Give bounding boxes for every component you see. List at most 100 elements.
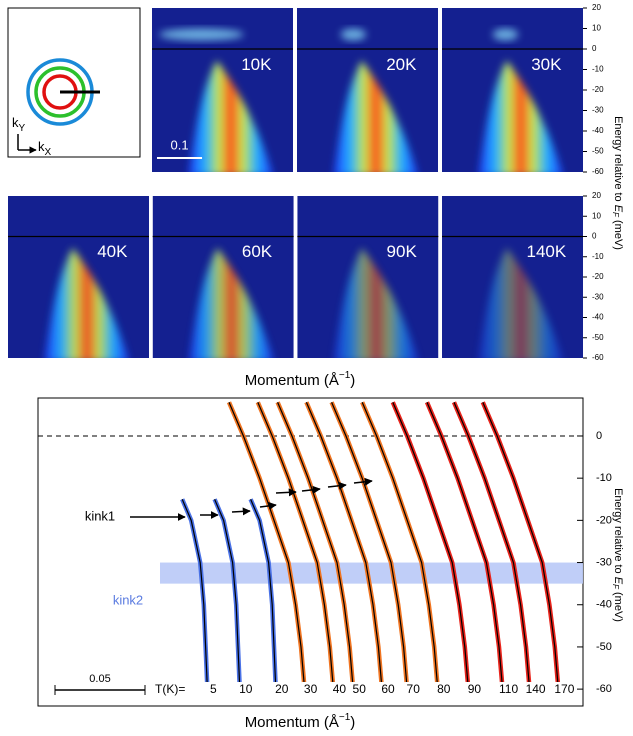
label-background xyxy=(404,682,423,698)
temperature-label: 20 xyxy=(275,682,289,696)
panel xyxy=(442,8,583,172)
panel xyxy=(297,8,438,172)
y-tick-label: -50 xyxy=(596,641,612,653)
y-tick-label: 10 xyxy=(592,24,601,33)
y-tick-label: 10 xyxy=(592,211,601,220)
label-part: (meV) xyxy=(612,217,624,250)
fit-line xyxy=(331,401,408,690)
fit-line xyxy=(361,401,439,690)
fit-line xyxy=(181,499,208,690)
label-background xyxy=(272,682,291,698)
y-tick-label: -30 xyxy=(592,292,604,301)
temperature-label: 10 xyxy=(239,682,253,696)
temperature-label: 60K xyxy=(242,242,273,261)
y-tick-label: -20 xyxy=(596,514,612,526)
lower-chart: 0 -10 -20 -30 -40 -50 -60 5 10 20 30 40 50 60 70 80 90 11… xyxy=(38,401,612,698)
arrow xyxy=(275,488,297,497)
fit-line xyxy=(214,499,241,690)
thermal-intensity xyxy=(340,28,367,41)
label-part: ) xyxy=(350,714,355,731)
kink2-band xyxy=(160,562,583,584)
y-tick-label: -40 xyxy=(592,126,604,135)
y-tick-label: -40 xyxy=(592,313,604,322)
y-tick-label: -10 xyxy=(592,65,604,74)
fit-line xyxy=(277,401,354,690)
panel xyxy=(297,196,439,358)
arrow xyxy=(353,477,373,486)
fit-line xyxy=(250,499,277,690)
panel xyxy=(152,8,293,172)
temperature-label: 80 xyxy=(437,682,451,696)
fit-line xyxy=(305,401,383,690)
x-axis-label: Momentum (Å−1) xyxy=(245,712,356,731)
label-background xyxy=(465,682,484,698)
label-part: Energy relative to xyxy=(612,488,624,577)
spectral-intensity xyxy=(334,247,418,358)
kx-label: kX xyxy=(38,139,52,157)
temperature-label: 30 xyxy=(304,682,318,696)
scale-bar-label: 0.05 xyxy=(89,673,110,685)
label-part: (meV) xyxy=(612,589,624,622)
y-tick-label: -50 xyxy=(592,147,604,156)
y-tick-label: 20 xyxy=(592,3,601,12)
fit-line xyxy=(426,401,504,690)
label-background xyxy=(204,682,223,698)
fit-line xyxy=(257,401,334,690)
temperature-label: 50 xyxy=(353,682,367,696)
ky-subscript: Y xyxy=(19,123,26,134)
label-background xyxy=(379,682,397,698)
spectral-intensity xyxy=(334,60,417,172)
y-tick-label: 0 xyxy=(596,430,602,442)
fit-line xyxy=(228,401,306,690)
ky-symbol: k xyxy=(12,115,19,130)
temperature-label: 170 xyxy=(554,682,574,696)
y-tick-label: -10 xyxy=(592,252,604,261)
temperature-label: 140K xyxy=(526,242,566,261)
y-tick-label: -20 xyxy=(592,272,604,281)
y-tick-label: -60 xyxy=(592,167,604,176)
y-tick-label: 0 xyxy=(592,44,597,53)
y-tick-label: -20 xyxy=(592,85,604,94)
scale-bar-label: 0.1 xyxy=(170,137,188,152)
label-background xyxy=(434,682,453,698)
spectral-intensity xyxy=(189,247,273,358)
temperature-label: 20K xyxy=(386,55,417,74)
y-tick-label: -10 xyxy=(596,472,612,484)
label-part: E xyxy=(612,205,624,213)
label-background xyxy=(330,682,349,698)
y-axis-label: Energy relative to EF (meV) xyxy=(611,116,624,250)
temperature-label: 5 xyxy=(210,682,217,696)
label-sup: −1 xyxy=(339,370,351,381)
fit-line xyxy=(392,401,469,690)
spectral-intensity xyxy=(479,60,562,172)
temperature-label: 40K xyxy=(97,242,128,261)
spectral-intensity xyxy=(189,60,272,172)
ky-label: kY xyxy=(12,115,26,133)
panel xyxy=(152,196,294,358)
arrow xyxy=(231,507,251,516)
y-tick-label: -50 xyxy=(592,333,604,342)
panels: 10K 20K 30K 40K 60K 90K 140K 0.1 20 10 0 -10 -20 -30 -… xyxy=(8,3,604,362)
kink2-label: kink2 xyxy=(113,592,143,607)
label-background xyxy=(236,682,255,698)
temperature-label: 140 xyxy=(526,682,546,696)
y-tick-label: -30 xyxy=(592,106,604,115)
panel xyxy=(8,196,149,358)
temperature-label: 10K xyxy=(241,55,272,74)
y-tick-label: 0 xyxy=(592,232,597,241)
kink1-label: kink1 xyxy=(85,508,115,523)
kink-arrows xyxy=(130,477,373,521)
plot-frame xyxy=(37,397,584,707)
spectral-intensity xyxy=(45,247,128,358)
y-tick-label: -60 xyxy=(592,353,604,362)
label-background xyxy=(526,682,545,698)
label-background xyxy=(555,682,574,698)
temperature-label: 90K xyxy=(387,242,418,261)
label-background xyxy=(350,682,369,698)
panel xyxy=(442,196,584,358)
spectral-intensity xyxy=(479,247,562,358)
label-sup: −1 xyxy=(339,712,351,723)
temperature-label: 60 xyxy=(381,682,395,696)
